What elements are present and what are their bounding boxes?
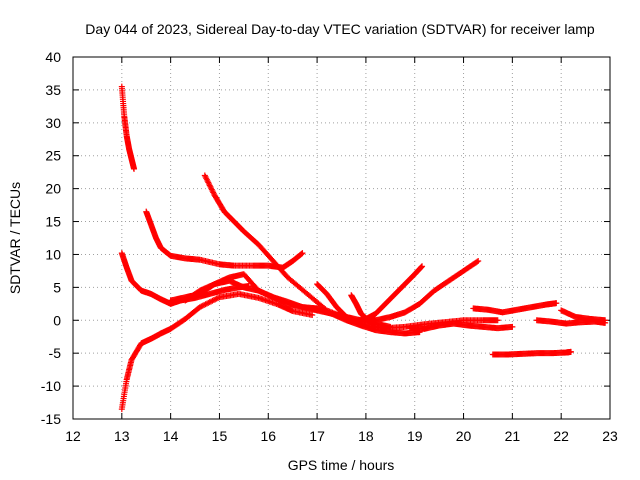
series-track-14 [558, 307, 609, 324]
x-tick-label: 20 [456, 428, 472, 444]
series-track-2 [118, 290, 316, 413]
y-tick-label: 10 [45, 246, 61, 262]
y-tick-label: -5 [49, 345, 62, 361]
data-point [509, 323, 516, 330]
y-tick-label: 0 [53, 312, 61, 328]
y-tick-label: -15 [41, 411, 61, 427]
series-track-12 [489, 348, 574, 358]
series-track-4 [143, 208, 306, 271]
data-point [131, 165, 138, 172]
data-point [494, 317, 501, 324]
series-track-5 [201, 172, 501, 332]
x-tick-label: 12 [65, 428, 81, 444]
series-track-10 [406, 320, 516, 332]
data-point [475, 258, 482, 265]
data-point [553, 300, 560, 307]
y-tick-label: 5 [53, 279, 61, 295]
x-tick-label: 21 [505, 428, 521, 444]
x-tick-label: 14 [163, 428, 179, 444]
chart-title: Day 044 of 2023, Sidereal Day-to-day VTE… [85, 21, 595, 37]
y-tick-label: 25 [45, 148, 61, 164]
x-tick-label: 23 [602, 428, 618, 444]
series-track-11 [470, 300, 560, 316]
data-point [567, 348, 574, 355]
y-axis-label: SDTVAR / TECUs [7, 182, 23, 294]
y-tick-label: -10 [41, 378, 61, 394]
axis-ticks: 12 13 14 15 16 17 18 19 20 21 22 23 -15 -10 -5 0 5 10 15 20… [41, 49, 618, 444]
x-tick-label: 22 [553, 428, 569, 444]
data-points [118, 83, 609, 413]
y-tick-label: 15 [45, 214, 61, 230]
series-track-1 [118, 83, 138, 172]
data-point [419, 263, 426, 270]
x-tick-label: 18 [358, 428, 374, 444]
plot-frame [72, 56, 611, 420]
data-point [309, 312, 316, 319]
x-tick-label: 16 [260, 428, 276, 444]
y-tick-label: 30 [45, 115, 61, 131]
y-tick-label: 20 [45, 181, 61, 197]
y-tick-label: 40 [45, 49, 61, 65]
data-point [387, 323, 394, 330]
data-point [299, 250, 306, 257]
x-tick-label: 15 [212, 428, 228, 444]
series-track-9 [348, 258, 482, 324]
y-tick-label: 35 [45, 82, 61, 98]
data-point [474, 258, 481, 265]
grid [73, 57, 610, 419]
x-tick-label: 17 [309, 428, 325, 444]
x-axis-label: GPS time / hours [288, 457, 395, 473]
data-point [215, 294, 222, 301]
data-point [602, 317, 609, 324]
x-tick-label: 13 [114, 428, 130, 444]
x-tick-label: 19 [407, 428, 423, 444]
